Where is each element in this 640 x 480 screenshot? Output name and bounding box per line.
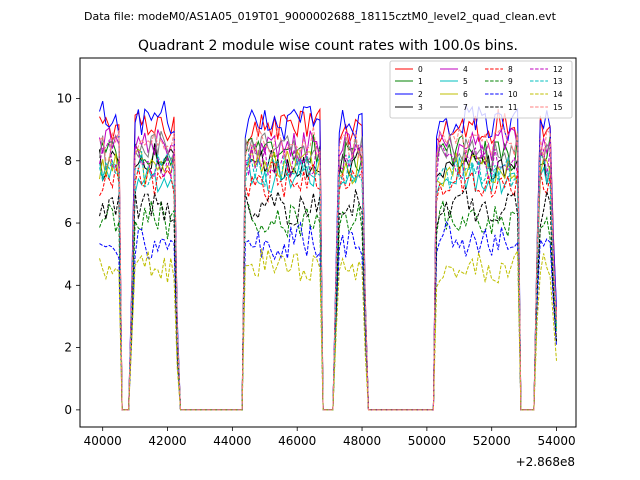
legend-label-8: 8: [508, 65, 513, 74]
plot-frame: [79, 57, 577, 428]
x-tick-label: 40000: [84, 434, 122, 448]
x-tick-label: 44000: [213, 434, 251, 448]
legend-label-13: 13: [553, 77, 563, 86]
legend-label-7: 7: [463, 103, 468, 112]
legend-label-11: 11: [508, 103, 518, 112]
chart-title: Quadrant 2 module wise count rates with …: [138, 38, 518, 54]
legend-frame: [389, 60, 573, 119]
y-tick-label: 6: [64, 216, 72, 230]
series-line-14: [99, 248, 557, 411]
legend-label-2: 2: [418, 90, 423, 99]
x-offset-label: +2.868e8: [516, 455, 575, 469]
legend-label-9: 9: [508, 77, 513, 86]
y-tick-label: 8: [64, 154, 72, 168]
y-tick-label: 2: [64, 341, 72, 355]
legend-label-10: 10: [508, 90, 518, 99]
legend-label-1: 1: [418, 77, 423, 86]
series-layer: [99, 100, 557, 411]
y-axis: 0 2 4 6 8 10: [57, 91, 80, 417]
legend-label-0: 0: [418, 65, 423, 74]
y-tick-label: 4: [64, 278, 72, 292]
series-line-11: [99, 186, 557, 411]
x-tick-label: 46000: [278, 434, 316, 448]
x-axis: 40000 42000 44000 46000 48000 50000 52000 54000: [84, 427, 576, 448]
x-tick-label: 54000: [537, 434, 575, 448]
x-tick-label: 50000: [408, 434, 446, 448]
data-file-header: Data file: modeM0/AS1A05_019T01_90000026…: [84, 10, 557, 23]
plot-area: [80, 58, 576, 427]
legend-label-12: 12: [553, 65, 563, 74]
x-tick-label: 48000: [343, 434, 381, 448]
x-tick-label: 52000: [473, 434, 511, 448]
legend-label-5: 5: [463, 77, 468, 86]
y-tick-label: 0: [64, 403, 72, 417]
legend-label-3: 3: [418, 103, 423, 112]
legend-label-14: 14: [553, 90, 563, 99]
legend-label-6: 6: [463, 90, 468, 99]
legend-label-15: 15: [553, 103, 563, 112]
legend-label-4: 4: [463, 65, 468, 74]
y-tick-label: 10: [57, 91, 72, 105]
x-tick-label: 42000: [148, 434, 186, 448]
